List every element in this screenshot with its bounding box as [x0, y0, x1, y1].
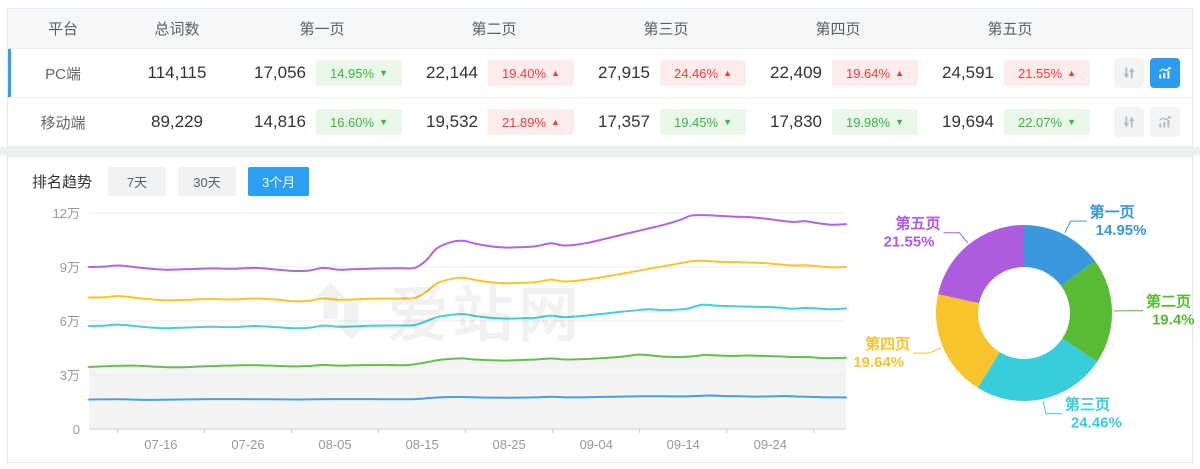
col-header-page3: 第三页 [643, 21, 689, 38]
page5-cell: 24,591 21.55% ▲ [924, 60, 1096, 86]
keyword-table: 平台 总词数 第一页 第二页 第三页 第四页 第五页 PC端 114,115 1… [7, 8, 1193, 147]
col-header-page2: 第二页 [471, 21, 517, 38]
row-actions [1096, 107, 1192, 137]
trend-chart-icon [1157, 65, 1173, 81]
svg-text:9万: 9万 [60, 260, 80, 275]
svg-text:第三页: 第三页 [1065, 396, 1110, 414]
col-header-page5: 第五页 [987, 21, 1033, 38]
svg-text:09-14: 09-14 [667, 437, 700, 452]
svg-text:3万: 3万 [60, 368, 80, 383]
page1-cell: 14,816 16.60% ▼ [236, 109, 408, 135]
page2-cell: 19,532 21.89% ▲ [408, 109, 580, 135]
svg-text:08-05: 08-05 [318, 437, 351, 452]
page-count: 17,357 [598, 112, 650, 131]
page2-cell: 22,144 19.40% ▲ [408, 60, 580, 86]
platform-label: PC端 [45, 65, 81, 83]
col-header-platform: 平台 [47, 21, 78, 38]
platform-label: 移动端 [40, 114, 86, 132]
svg-text:第五页: 第五页 [895, 215, 940, 233]
sort-button[interactable] [1114, 58, 1144, 88]
table-header-row: 平台 总词数 第一页 第二页 第三页 第四页 第五页 [8, 9, 1192, 49]
rank-trend-line-chart[interactable]: 0 3万 6万 9万 12万 07-16 07-26 08-05 08-15 08-25 09-04… [24, 193, 854, 455]
change-badge: 16.60% ▼ [316, 109, 402, 135]
svg-text:第二页: 第二页 [1146, 293, 1191, 311]
table-row-mobile[interactable]: 移动端 89,229 14,816 16.60% ▼ 19,532 21.89% ▲ 1… [8, 98, 1192, 146]
change-badge: 19.45% ▼ [660, 109, 746, 135]
page3-cell: 27,915 24.46% ▲ [580, 60, 752, 86]
page-count: 27,915 [598, 63, 650, 82]
total-count: 114,115 [147, 63, 207, 82]
change-badge: 24.46% ▲ [660, 60, 746, 86]
svg-text:19.4%: 19.4% [1152, 312, 1195, 329]
svg-text:12万: 12万 [53, 206, 80, 221]
trend-chart-button[interactable] [1150, 58, 1180, 88]
page-count: 24,591 [942, 63, 994, 82]
change-badge: 19.40% ▲ [488, 60, 574, 86]
svg-text:07-16: 07-16 [144, 437, 177, 452]
svg-text:19.64%: 19.64% [853, 354, 904, 371]
svg-text:第四页: 第四页 [865, 335, 910, 353]
page-count: 17,830 [770, 112, 822, 131]
trend-header: 排名趋势 7天 30天 3个月 [32, 167, 310, 196]
table-row-pc[interactable]: PC端 114,115 17,056 14.95% ▼ 22,144 19.40% ▲ … [8, 49, 1192, 98]
rank-trend-panel: 排名趋势 7天 30天 3个月 爱站网 0 3万 6万 9万 12万 07-16 07-26… [7, 156, 1195, 465]
svg-text:14.95%: 14.95% [1096, 222, 1147, 239]
change-badge: 21.55% ▲ [1004, 60, 1090, 86]
svg-text:0: 0 [73, 422, 80, 437]
svg-text:08-15: 08-15 [405, 437, 438, 452]
change-badge: 19.64% ▲ [832, 60, 918, 86]
page-count: 14,816 [254, 112, 306, 131]
total-count: 89,229 [151, 112, 203, 131]
page1-cell: 17,056 14.95% ▼ [236, 60, 408, 86]
keyword-rank-page: 平台 总词数 第一页 第二页 第三页 第四页 第五页 PC端 114,115 1… [0, 8, 1200, 463]
svg-text:第一页: 第一页 [1090, 203, 1135, 221]
page4-cell: 17,830 19.98% ▼ [752, 109, 924, 135]
page-count: 19,694 [942, 112, 994, 131]
svg-text:6万: 6万 [60, 314, 80, 329]
svg-text:08-25: 08-25 [493, 437, 526, 452]
svg-text:09-04: 09-04 [580, 437, 613, 452]
sort-button[interactable] [1114, 107, 1144, 137]
page5-cell: 19,694 22.07% ▼ [924, 109, 1096, 135]
col-header-page1: 第一页 [299, 21, 345, 38]
sort-arrows-icon [1121, 65, 1137, 81]
tab-3-months[interactable]: 3个月 [248, 167, 310, 196]
col-header-total: 总词数 [154, 21, 200, 38]
change-badge: 14.95% ▼ [316, 60, 402, 86]
change-badge: 21.89% ▲ [488, 109, 574, 135]
svg-text:21.55%: 21.55% [884, 234, 935, 251]
change-badge: 19.98% ▼ [832, 109, 918, 135]
svg-text:24.46%: 24.46% [1071, 415, 1122, 432]
page-count: 22,409 [770, 63, 822, 82]
sort-arrows-icon [1121, 114, 1137, 130]
page-count: 17,056 [254, 63, 306, 82]
trend-title: 排名趋势 [32, 174, 93, 191]
page4-cell: 22,409 19.64% ▲ [752, 60, 924, 86]
row-actions [1096, 58, 1192, 88]
col-header-page4: 第四页 [815, 21, 861, 38]
change-badge: 22.07% ▼ [1004, 109, 1090, 135]
section-divider [0, 147, 1200, 156]
svg-text:09-24: 09-24 [754, 437, 787, 452]
svg-text:07-26: 07-26 [231, 437, 264, 452]
tab-7-days[interactable]: 7天 [108, 167, 167, 196]
trend-chart-button[interactable] [1150, 107, 1180, 137]
page-count: 19,532 [426, 112, 478, 131]
trend-chart-icon [1157, 114, 1173, 130]
page3-cell: 17,357 19.45% ▼ [580, 109, 752, 135]
page-count: 22,144 [426, 63, 478, 82]
tab-30-days[interactable]: 30天 [178, 167, 237, 196]
